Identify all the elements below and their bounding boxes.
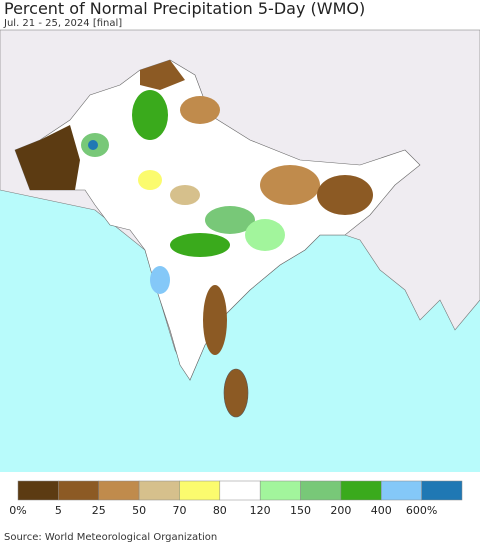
region (15, 125, 80, 190)
source: Source: World Meteorological Organizatio… (4, 532, 217, 543)
region (260, 165, 320, 205)
legend-label: 120 (250, 504, 271, 517)
legend-swatch (179, 480, 221, 501)
title: Percent of Normal Precipitation 5-Day (W… (4, 0, 365, 18)
region (203, 285, 227, 355)
legend-label: 0% (9, 504, 26, 517)
region (140, 60, 185, 90)
legend-swatch (138, 480, 180, 501)
legend-swatch (98, 480, 140, 501)
region (317, 175, 373, 215)
legend-swatch (381, 480, 422, 501)
region (180, 96, 220, 124)
legend-label: 5 (55, 504, 62, 517)
legend-label: 200 (330, 504, 351, 517)
region (170, 233, 230, 257)
legend-label: 25 (92, 504, 106, 517)
sri-lanka (223, 368, 249, 418)
subtitle: Jul. 21 - 25, 2024 [final] (3, 18, 122, 29)
legend-label: 50 (132, 504, 146, 517)
legend-label: 80 (213, 504, 227, 517)
legend-label: 70 (172, 504, 186, 517)
legend-swatch (421, 480, 463, 501)
map (0, 29, 480, 472)
legend-swatch (340, 480, 382, 501)
legend: 0% 5 25 50 70 80 120 150 200 400 600% (9, 480, 463, 517)
region (88, 140, 98, 150)
region (170, 185, 200, 205)
legend-swatch (219, 480, 261, 501)
legend-swatch (300, 480, 342, 501)
region (138, 170, 162, 190)
legend-label: 150 (290, 504, 311, 517)
region (205, 206, 255, 234)
region (132, 90, 168, 140)
region (245, 219, 285, 251)
legend-label: 400 (371, 504, 392, 517)
legend-swatch (58, 480, 99, 501)
legend-label: 600% (406, 504, 437, 517)
legend-swatch (259, 480, 301, 501)
region (150, 266, 170, 294)
legend-swatch (17, 480, 59, 501)
